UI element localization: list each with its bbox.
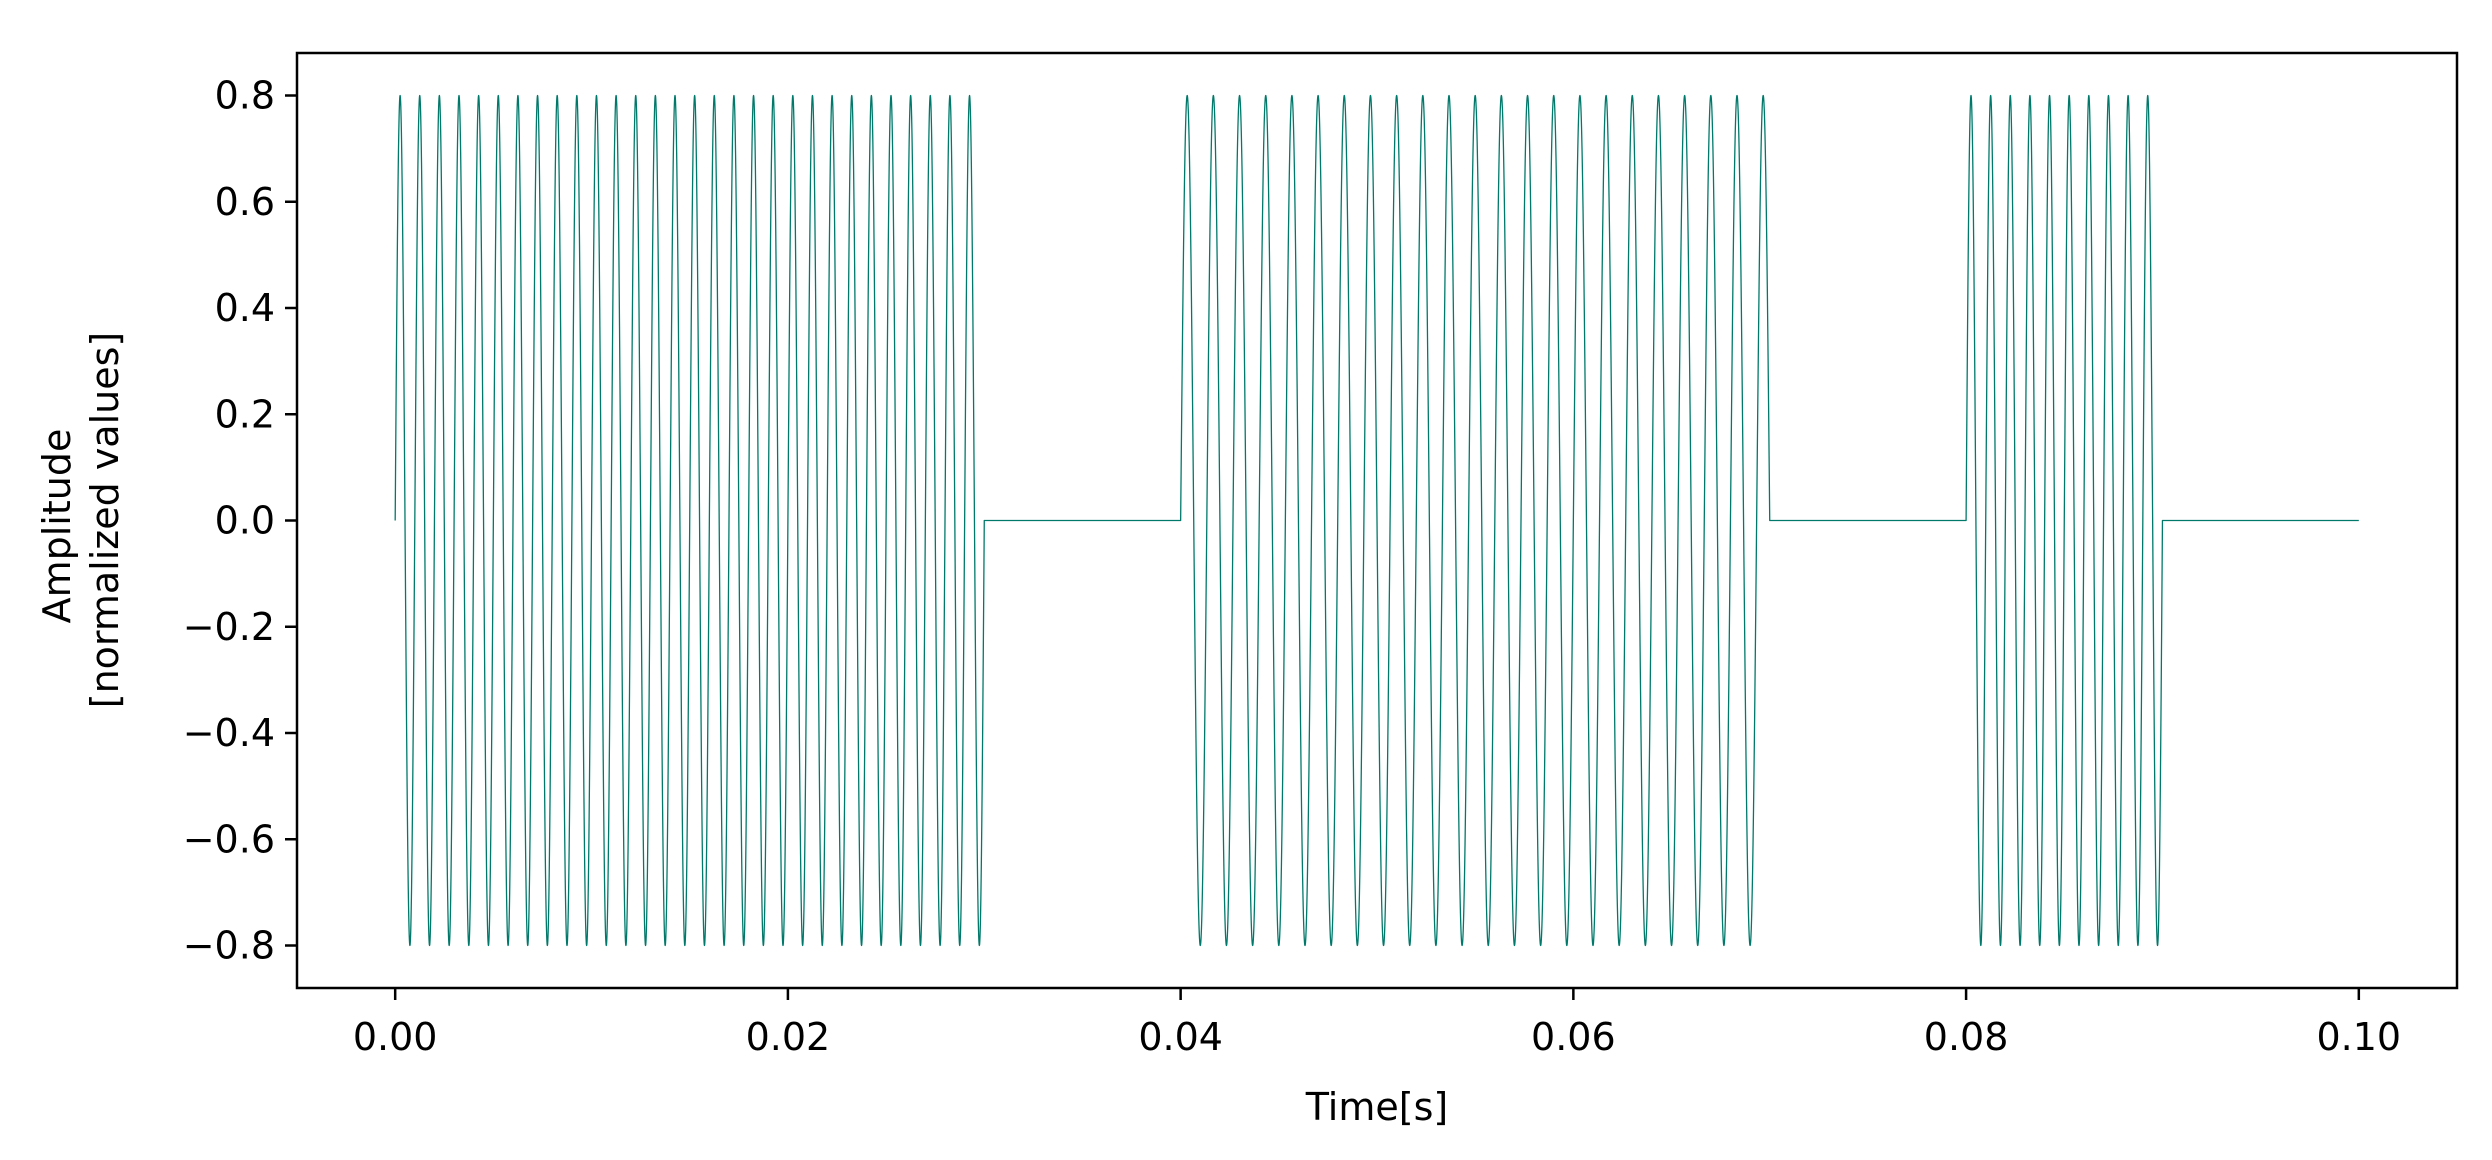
x-tick-label: 0.06 <box>1531 1015 1616 1059</box>
y-axis: 0.8 0.6 0.4 0.2 0.0 −0.2 −0.4 −0.6 −0.8 <box>183 74 297 968</box>
x-tick-label: 0.02 <box>746 1015 831 1059</box>
x-axis-title: Time[s] <box>1305 1085 1448 1129</box>
x-tick-label: 0.04 <box>1138 1015 1223 1059</box>
y-axis-title-line-2: [normalized values] <box>83 332 127 708</box>
x-tick-label: 0.08 <box>1924 1015 2009 1059</box>
y-tick-label: −0.2 <box>183 605 275 649</box>
y-tick-label: 0.6 <box>215 180 275 224</box>
signal-line <box>394 94 2360 947</box>
signal-layer <box>394 94 2360 947</box>
y-axis-title-line-1: Amplitude <box>35 429 79 624</box>
y-tick-label: −0.8 <box>183 924 275 968</box>
y-tick-label: 0.2 <box>215 392 275 436</box>
x-axis: 0.00 0.02 0.04 0.06 0.08 0.10 <box>353 988 2401 1059</box>
y-tick-label: 0.8 <box>215 74 275 118</box>
y-tick-label: 0.4 <box>215 286 275 330</box>
y-tick-label: 0.0 <box>215 499 275 543</box>
y-tick-label: −0.4 <box>183 711 275 755</box>
y-tick-label: −0.6 <box>183 817 275 861</box>
y-axis-title: Amplitude [normalized values] <box>35 332 127 708</box>
x-tick-label: 0.00 <box>353 1015 438 1059</box>
x-tick-label: 0.10 <box>2317 1015 2402 1059</box>
